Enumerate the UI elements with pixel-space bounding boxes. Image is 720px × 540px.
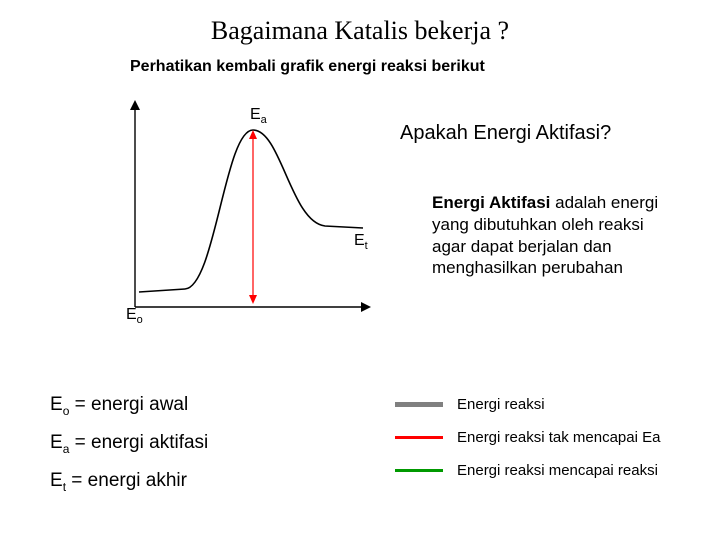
legend-swatch bbox=[395, 469, 443, 472]
legend-swatch bbox=[395, 436, 443, 439]
legend-label: Energi reaksi mencapai reaksi bbox=[457, 462, 658, 479]
page-subtitle: Perhatikan kembali grafik energi reaksi … bbox=[130, 58, 485, 76]
definition-bold: Energi Aktifasi bbox=[432, 193, 550, 212]
legend-swatch bbox=[395, 402, 443, 407]
question-heading: Apakah Energi Aktifasi? bbox=[400, 122, 611, 145]
page-title: Bagaimana Katalis bekerja ? bbox=[0, 16, 720, 46]
symbol-definitions: Eo = energi awalEa = energi aktifasiEt =… bbox=[50, 386, 208, 500]
energy-diagram bbox=[115, 92, 375, 322]
definition-text: Energi Aktifasi adalah energi yang dibut… bbox=[432, 192, 682, 279]
ea-label: EaEa bbox=[250, 106, 267, 126]
legend-row: Energi reaksi bbox=[395, 396, 660, 413]
definition-row: Ea = energi aktifasi bbox=[50, 424, 208, 462]
legend-row: Energi reaksi mencapai reaksi bbox=[395, 462, 660, 479]
legend-row: Energi reaksi tak mencapai Ea bbox=[395, 429, 660, 446]
eo-label: EoEo bbox=[126, 306, 143, 326]
legend: Energi reaksi Energi reaksi tak mencapai … bbox=[395, 396, 660, 495]
legend-label: Energi reaksi tak mencapai Ea bbox=[457, 429, 660, 446]
definition-row: Eo = energi awal bbox=[50, 386, 208, 424]
definition-row: Et = energi akhir bbox=[50, 462, 208, 500]
et-label: EtEt bbox=[354, 232, 368, 252]
legend-label: Energi reaksi bbox=[457, 396, 545, 413]
